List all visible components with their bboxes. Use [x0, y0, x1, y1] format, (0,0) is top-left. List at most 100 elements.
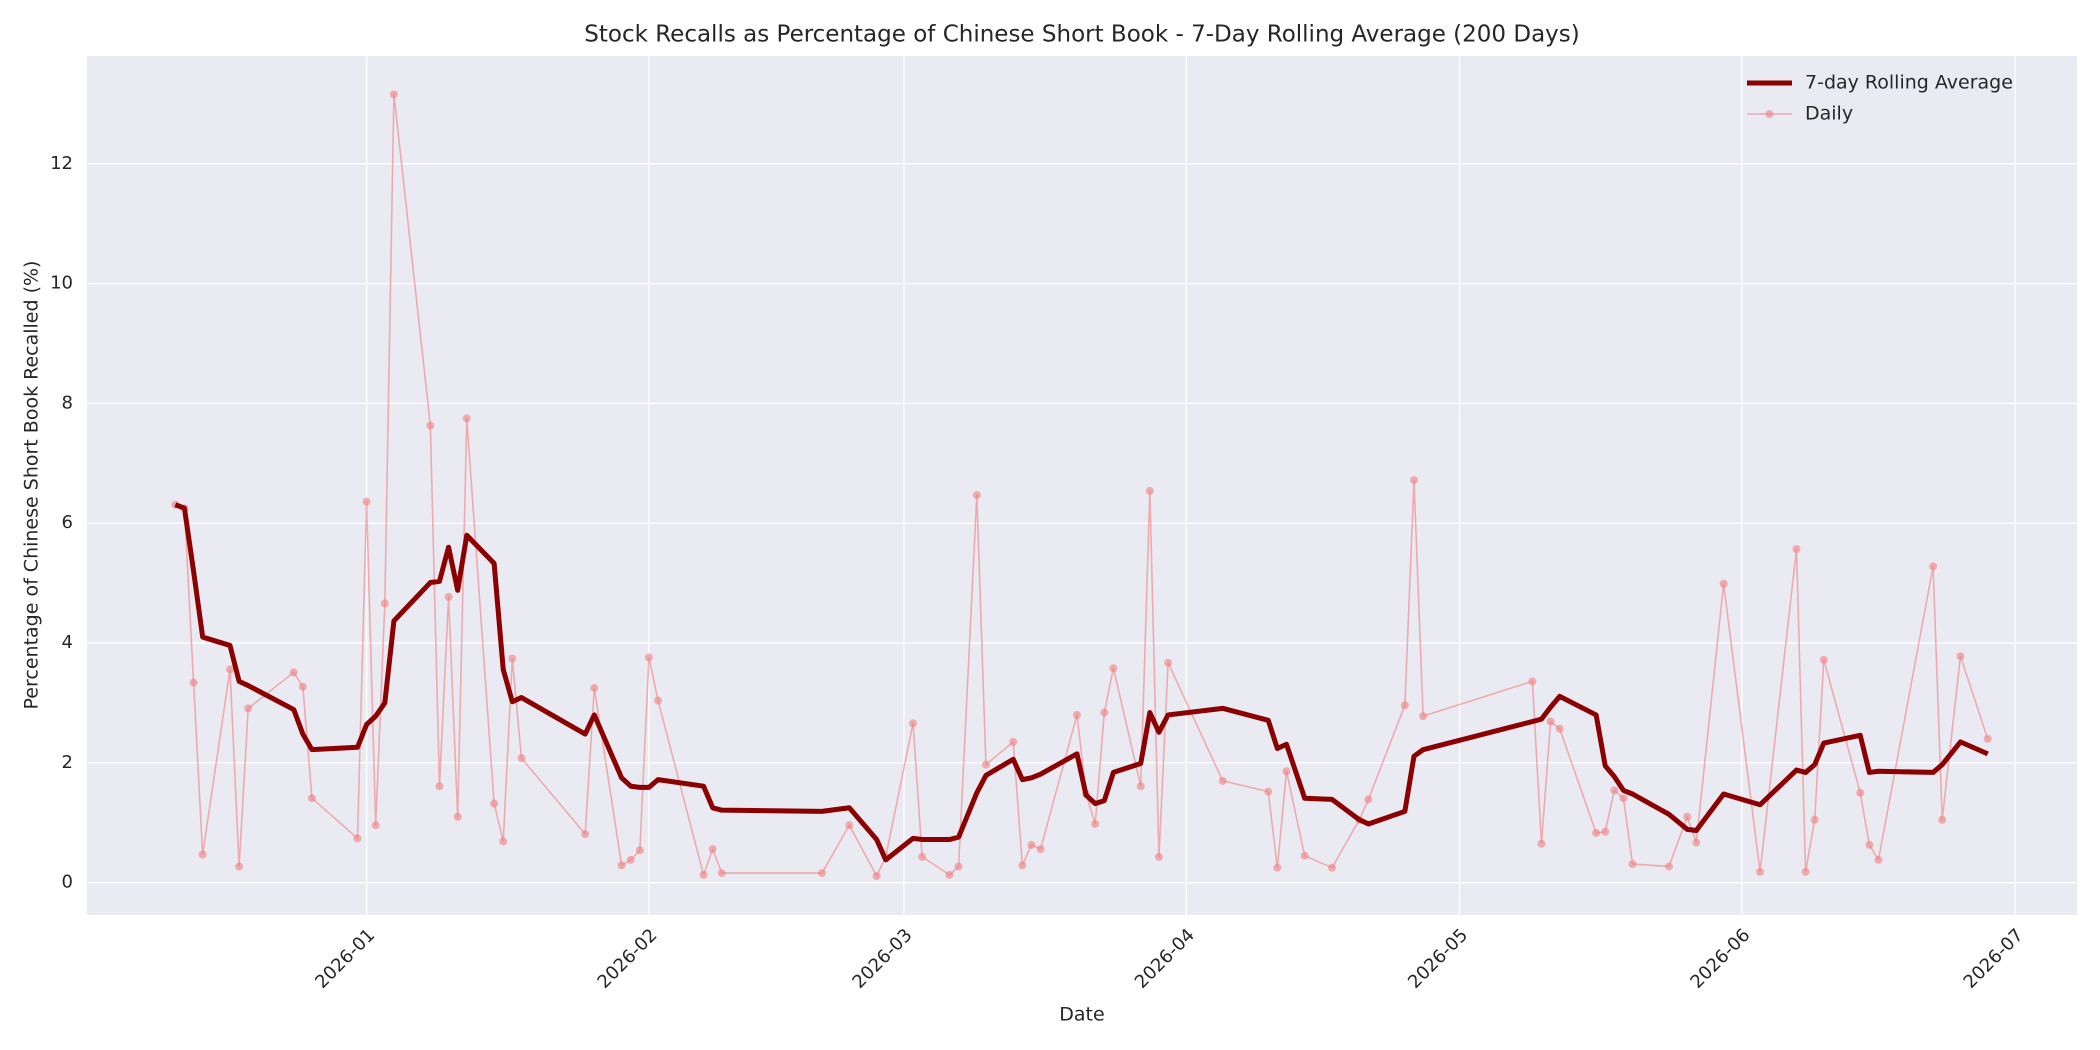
x-tick-label: 2026-07: [1960, 925, 2028, 993]
data-point: [845, 821, 854, 830]
data-point: [817, 869, 826, 878]
data-point: [945, 870, 954, 879]
x-tick-label: 2026-02: [593, 925, 661, 993]
data-point: [1537, 839, 1546, 848]
data-point: [517, 754, 526, 763]
data-point: [1109, 664, 1118, 673]
legend-item: Daily: [1747, 103, 1853, 125]
data-point: [617, 861, 626, 870]
data-point: [1601, 827, 1610, 836]
data-point: [626, 855, 635, 864]
data-point: [1145, 486, 1154, 495]
data-point: [1938, 815, 1947, 824]
data-point: [1136, 782, 1145, 791]
data-point: [1218, 776, 1227, 785]
data-point: [1364, 795, 1373, 804]
data-point: [1328, 863, 1337, 872]
data-point: [1929, 562, 1938, 571]
data-point: [490, 799, 499, 808]
data-point: [380, 599, 389, 608]
data-point: [353, 834, 362, 843]
data-point: [444, 592, 453, 601]
data-line: [174, 502, 1989, 863]
data-point: [1273, 863, 1282, 872]
data-point: [1983, 734, 1992, 743]
data-point: [189, 678, 198, 687]
y-tick-label: 0: [62, 872, 73, 893]
data-point: [1683, 812, 1692, 821]
data-point: [1664, 862, 1673, 871]
data-point: [198, 850, 207, 859]
data-point: [1619, 794, 1628, 803]
data-point: [508, 654, 517, 663]
data-point: [1865, 840, 1874, 849]
data-point: [307, 794, 316, 803]
data-point: [1719, 579, 1728, 588]
x-axis-label: Date: [1059, 1004, 1104, 1026]
data-point: [298, 682, 307, 691]
data-point: [872, 872, 881, 881]
data-point: [1756, 867, 1765, 876]
data-point: [654, 696, 663, 705]
data-point: [289, 668, 298, 677]
data-point: [1164, 658, 1173, 667]
x-tick-label: 2026-03: [848, 925, 916, 993]
data-point: [362, 497, 371, 506]
data-point: [717, 869, 726, 878]
y-axis-label: Percentage of Chinese Short Book Recalle…: [21, 261, 43, 710]
data-point: [581, 830, 590, 839]
data-point: [909, 719, 918, 728]
data-point: [972, 491, 981, 500]
x-tick-label: 2026-01: [311, 925, 379, 993]
data-point: [1856, 788, 1865, 797]
data-point: [644, 653, 653, 662]
data-point: [1264, 787, 1273, 796]
x-tick-label: 2026-05: [1404, 925, 1472, 993]
data-point: [1091, 819, 1100, 828]
data-point: [1072, 710, 1081, 719]
data-point: [918, 852, 927, 861]
data-point: [435, 782, 444, 791]
data-point: [1819, 655, 1828, 664]
data-point: [1874, 855, 1883, 864]
legend-marker: [1765, 110, 1774, 118]
data-point: [462, 414, 471, 423]
data-point: [1100, 708, 1109, 717]
chart-title: Stock Recalls as Percentage of Chinese S…: [584, 22, 1580, 48]
data-point: [499, 837, 508, 846]
data-point: [371, 821, 380, 830]
data-point: [1546, 717, 1555, 726]
x-tick-label: 2026-04: [1131, 925, 1199, 993]
y-tick-label: 2: [62, 752, 73, 773]
data-point: [1419, 712, 1428, 721]
y-tick-label: 12: [50, 153, 73, 174]
data-point: [1300, 851, 1309, 860]
y-tick-label: 4: [62, 632, 73, 653]
data-point: [225, 665, 234, 674]
data-point: [1154, 852, 1163, 861]
data-point: [1409, 476, 1418, 485]
data-point: [981, 760, 990, 769]
data-point: [426, 421, 435, 430]
data-point: [699, 870, 708, 879]
data-point: [1956, 652, 1965, 661]
data-point: [1792, 544, 1801, 553]
data-point: [590, 683, 599, 692]
data-point: [708, 845, 717, 854]
data-point: [1036, 845, 1045, 854]
data-point: [1018, 861, 1027, 870]
data-point: [954, 862, 963, 871]
data-point: [244, 704, 253, 713]
data-point: [635, 846, 644, 855]
legend-label: 7-day Rolling Average: [1805, 72, 2013, 94]
data-point: [1628, 860, 1637, 869]
data-point: [1592, 828, 1601, 837]
data-point: [1282, 767, 1291, 776]
data-point: [1528, 677, 1537, 686]
data-point: [1692, 838, 1701, 847]
y-tick-label: 6: [62, 512, 73, 533]
data-point: [1027, 840, 1036, 849]
data-point: [1009, 737, 1018, 746]
x-tick-label: 2026-06: [1686, 925, 1754, 993]
